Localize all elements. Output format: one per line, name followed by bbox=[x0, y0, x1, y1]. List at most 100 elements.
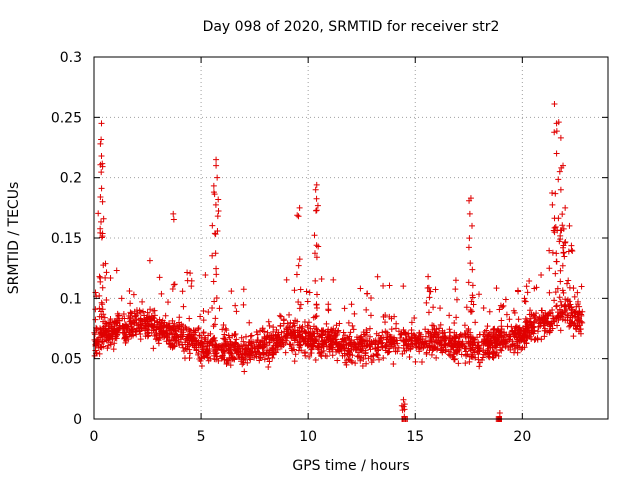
data-point bbox=[419, 338, 426, 345]
data-point bbox=[107, 274, 114, 281]
data-point bbox=[296, 324, 303, 331]
data-point bbox=[565, 277, 572, 284]
data-point bbox=[469, 334, 476, 341]
data-point bbox=[388, 326, 395, 333]
data-point bbox=[220, 322, 227, 329]
data-point bbox=[283, 337, 290, 344]
data-point bbox=[498, 317, 505, 324]
data-point bbox=[210, 278, 217, 285]
y-tick-label: 0.05 bbox=[51, 352, 82, 368]
data-point bbox=[163, 330, 170, 337]
data-point bbox=[99, 160, 106, 167]
data-point bbox=[348, 301, 355, 308]
data-point bbox=[174, 323, 181, 330]
data-point bbox=[467, 329, 474, 336]
data-point bbox=[437, 305, 444, 312]
data-point bbox=[95, 344, 102, 351]
data-point bbox=[165, 340, 172, 347]
data-point bbox=[376, 337, 383, 344]
data-point bbox=[461, 322, 468, 329]
data-point bbox=[428, 338, 435, 345]
data-point bbox=[137, 336, 144, 343]
data-point bbox=[557, 278, 564, 285]
data-point bbox=[237, 348, 244, 355]
data-point bbox=[232, 339, 239, 346]
data-point bbox=[213, 271, 220, 278]
data-point bbox=[325, 301, 332, 308]
data-point bbox=[562, 301, 569, 308]
data-point bbox=[349, 322, 356, 329]
data-point bbox=[229, 355, 236, 362]
data-point bbox=[106, 325, 113, 332]
data-point bbox=[467, 308, 474, 315]
data-point bbox=[425, 329, 432, 336]
data-point bbox=[560, 289, 567, 296]
data-point bbox=[249, 349, 256, 356]
data-point bbox=[325, 306, 332, 313]
data-point bbox=[498, 328, 505, 335]
data-point bbox=[430, 322, 437, 329]
data-point bbox=[515, 329, 522, 336]
data-point bbox=[469, 294, 476, 301]
data-point bbox=[107, 316, 114, 323]
data-point bbox=[418, 358, 425, 365]
data-point bbox=[97, 193, 104, 200]
data-point bbox=[364, 290, 371, 297]
data-point bbox=[512, 325, 519, 332]
data-point bbox=[99, 230, 106, 237]
data-point bbox=[131, 313, 138, 320]
data-point bbox=[490, 333, 497, 340]
data-point bbox=[313, 312, 320, 319]
data-point bbox=[332, 336, 339, 343]
data-point bbox=[395, 328, 402, 335]
data-point bbox=[480, 351, 487, 358]
data-point bbox=[213, 295, 220, 302]
data-point bbox=[363, 327, 370, 334]
data-point bbox=[358, 340, 365, 347]
data-point bbox=[559, 287, 566, 294]
data-point bbox=[514, 336, 521, 343]
data-point bbox=[254, 337, 261, 344]
data-point bbox=[380, 313, 387, 320]
data-point bbox=[313, 195, 320, 202]
data-point bbox=[367, 346, 374, 353]
data-point bbox=[480, 304, 487, 311]
data-point bbox=[571, 293, 578, 300]
data-point bbox=[299, 323, 306, 330]
data-point bbox=[566, 320, 573, 327]
data-point bbox=[398, 402, 405, 409]
data-point bbox=[319, 328, 326, 335]
data-point bbox=[515, 330, 522, 337]
data-point bbox=[163, 338, 170, 345]
data-point bbox=[362, 338, 369, 345]
data-point bbox=[521, 328, 528, 335]
data-point bbox=[273, 342, 280, 349]
data-point bbox=[297, 301, 304, 308]
data-point bbox=[98, 185, 105, 192]
data-point bbox=[312, 277, 319, 284]
data-point bbox=[323, 320, 330, 327]
data-point bbox=[557, 267, 564, 274]
data-point bbox=[354, 353, 361, 360]
data-point bbox=[289, 323, 296, 330]
data-point bbox=[160, 328, 167, 335]
data-point bbox=[91, 331, 98, 338]
data-point bbox=[128, 326, 135, 333]
data-point bbox=[215, 196, 222, 203]
data-point bbox=[375, 340, 382, 347]
data-point bbox=[566, 284, 573, 291]
data-point bbox=[291, 287, 298, 294]
data-point bbox=[241, 341, 248, 348]
data-point bbox=[158, 290, 165, 297]
data-point bbox=[561, 239, 568, 246]
data-point bbox=[234, 345, 241, 352]
data-point bbox=[293, 334, 300, 341]
data-point bbox=[318, 334, 325, 341]
data-point bbox=[186, 346, 193, 353]
data-point bbox=[379, 339, 386, 346]
data-point bbox=[553, 258, 560, 265]
data-point bbox=[515, 316, 522, 323]
data-point bbox=[357, 357, 364, 364]
data-point bbox=[579, 308, 586, 315]
data-point bbox=[98, 169, 105, 176]
